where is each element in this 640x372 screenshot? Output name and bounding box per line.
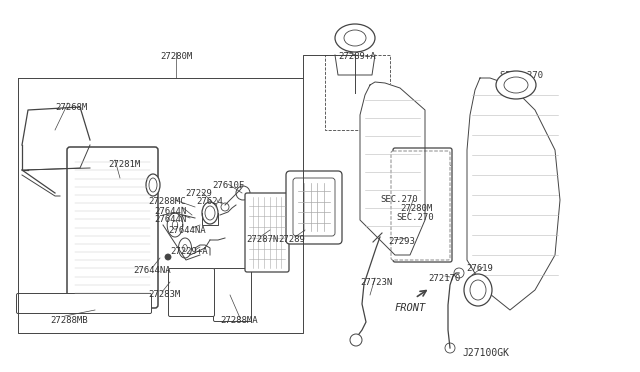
Polygon shape <box>467 78 560 310</box>
Bar <box>325 55 390 130</box>
Polygon shape <box>360 82 425 255</box>
FancyBboxPatch shape <box>214 269 252 321</box>
Text: 27289: 27289 <box>278 235 305 244</box>
Ellipse shape <box>149 178 157 192</box>
FancyBboxPatch shape <box>168 269 214 317</box>
Text: 27287N: 27287N <box>246 235 278 244</box>
Text: 27281M: 27281M <box>108 160 140 169</box>
Text: 27644N: 27644N <box>154 215 186 224</box>
Circle shape <box>221 203 229 211</box>
FancyBboxPatch shape <box>17 294 152 314</box>
Text: 27723N: 27723N <box>360 278 392 287</box>
Circle shape <box>377 227 387 237</box>
Ellipse shape <box>470 280 486 300</box>
Circle shape <box>454 268 464 278</box>
Circle shape <box>445 343 455 353</box>
Ellipse shape <box>202 202 218 224</box>
Text: J27100GK: J27100GK <box>462 348 509 358</box>
FancyBboxPatch shape <box>393 148 452 262</box>
Text: 27619: 27619 <box>466 264 493 273</box>
FancyBboxPatch shape <box>391 151 450 260</box>
Text: SEC. 270: SEC. 270 <box>500 71 543 80</box>
FancyBboxPatch shape <box>293 178 335 236</box>
Ellipse shape <box>504 77 528 93</box>
FancyBboxPatch shape <box>286 171 342 244</box>
Ellipse shape <box>335 24 375 52</box>
Circle shape <box>165 254 171 260</box>
Text: 27624: 27624 <box>196 197 223 206</box>
Text: 27293: 27293 <box>388 237 415 246</box>
Text: 27280M: 27280M <box>160 52 192 61</box>
Text: 272170: 272170 <box>428 274 460 283</box>
Text: 27229+A: 27229+A <box>170 247 207 256</box>
Text: SEC.270: SEC.270 <box>380 195 418 204</box>
Text: 27610F: 27610F <box>212 181 244 190</box>
Ellipse shape <box>344 30 366 46</box>
Text: 27644N: 27644N <box>154 207 186 216</box>
FancyBboxPatch shape <box>245 193 289 272</box>
FancyBboxPatch shape <box>67 147 158 308</box>
Text: FRONT: FRONT <box>395 303 426 313</box>
Text: SEC.270: SEC.270 <box>396 213 434 222</box>
Text: 27644NA: 27644NA <box>168 226 205 235</box>
Circle shape <box>236 186 250 200</box>
Text: 27229: 27229 <box>185 189 212 198</box>
Circle shape <box>350 334 362 346</box>
Text: 27280M: 27280M <box>400 204 432 213</box>
Text: 27289+A: 27289+A <box>338 52 376 61</box>
Ellipse shape <box>464 274 492 306</box>
Ellipse shape <box>146 174 160 196</box>
Ellipse shape <box>496 71 536 99</box>
Text: 27268M: 27268M <box>55 103 87 112</box>
Text: 27288MA: 27288MA <box>220 316 258 325</box>
Text: 27288MC: 27288MC <box>148 197 186 206</box>
Ellipse shape <box>205 206 215 220</box>
Text: 27283M: 27283M <box>148 290 180 299</box>
Text: 27288MB: 27288MB <box>50 316 88 325</box>
Text: 27644NA: 27644NA <box>133 266 171 275</box>
